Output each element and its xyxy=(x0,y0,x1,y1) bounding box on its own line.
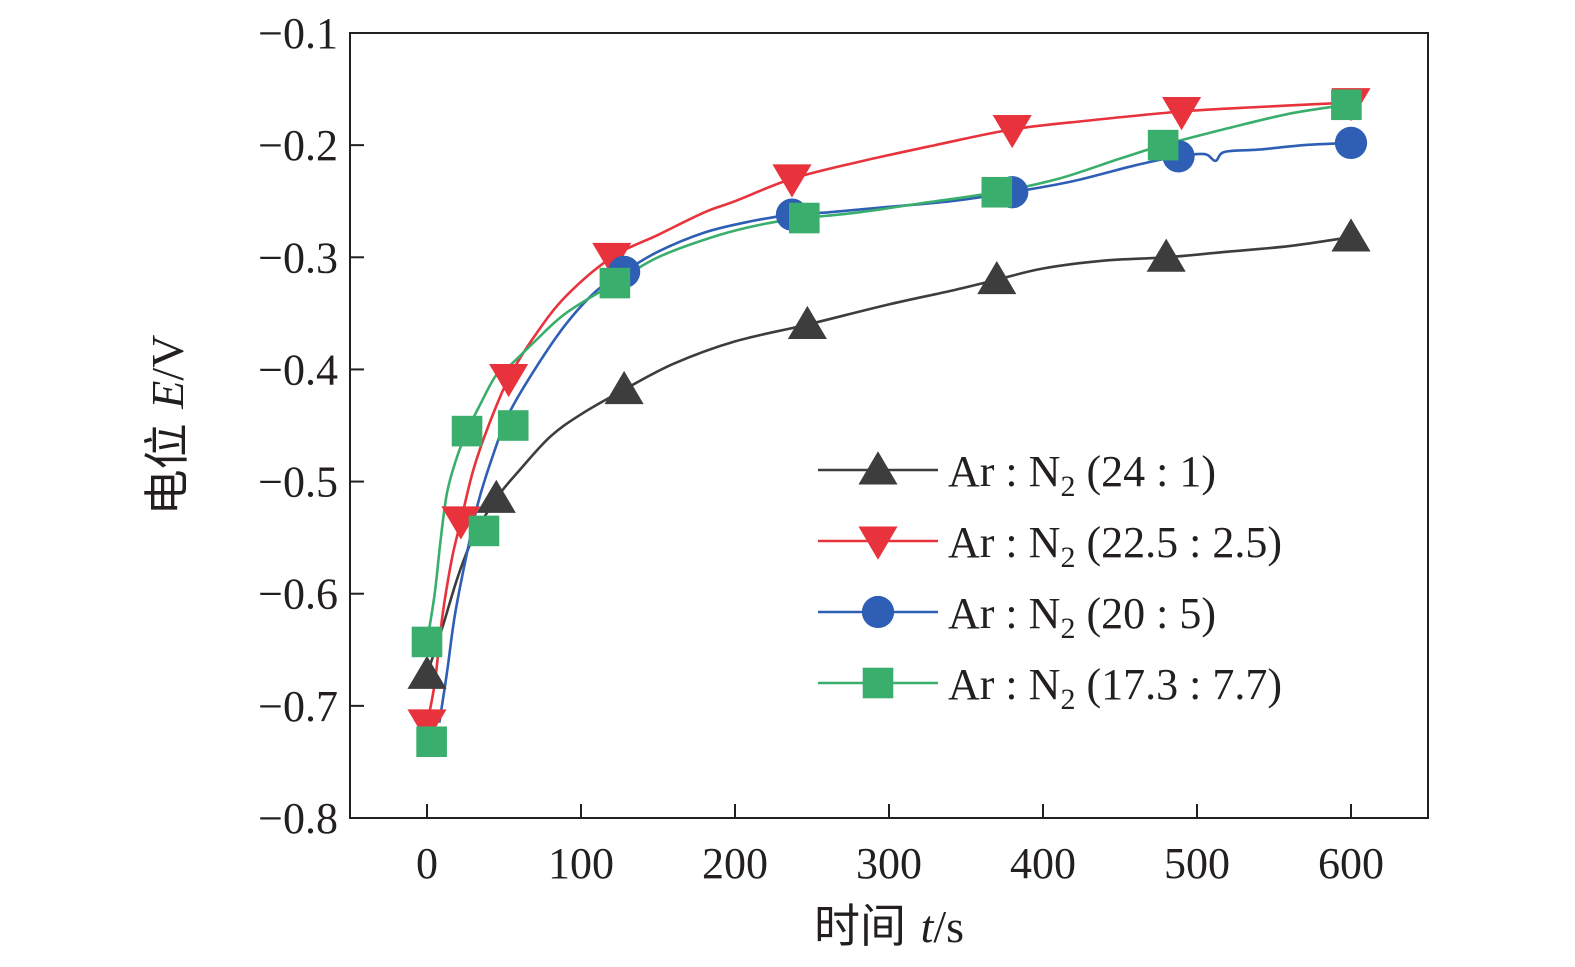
legend-marker-3 xyxy=(861,595,895,629)
series-line-2 xyxy=(425,101,1352,725)
series-1-marker xyxy=(1331,218,1371,252)
series-line-4 xyxy=(425,103,1347,643)
y-tick-label: −0.7 xyxy=(258,682,338,731)
y-axis-title: 电位 E/V xyxy=(140,335,194,516)
series-1-marker xyxy=(407,655,447,689)
series-markers xyxy=(407,88,1371,758)
series-4-marker xyxy=(981,176,1013,208)
y-tick-label: −0.1 xyxy=(258,9,338,58)
series-2-marker xyxy=(592,242,632,276)
legend-label-2: Ar : N2 (22.5 : 2.5) xyxy=(948,518,1282,574)
series-4-marker xyxy=(1331,89,1362,121)
y-tick-label: −0.8 xyxy=(258,794,338,843)
x-tick-label: 400 xyxy=(1010,839,1076,888)
legend-marker-2 xyxy=(858,526,898,560)
series-line-3 xyxy=(438,141,1352,723)
series-1-marker xyxy=(787,305,827,340)
legend-label-3: Ar : N2 (20 : 5) xyxy=(948,589,1216,645)
series-4-marker xyxy=(599,267,631,299)
x-tick-label: 300 xyxy=(856,839,922,888)
series-4-marker xyxy=(411,626,443,658)
legend-marker-1 xyxy=(858,451,898,485)
series-1-marker xyxy=(977,261,1017,295)
y-tick-label: −0.3 xyxy=(258,233,338,282)
series-1-marker xyxy=(604,370,644,405)
y-tick-label: −0.6 xyxy=(258,570,338,619)
series-3-marker xyxy=(1334,126,1368,160)
series-2-marker xyxy=(441,506,481,540)
x-tick-label: 600 xyxy=(1318,839,1384,888)
series-4-marker xyxy=(789,202,820,234)
legend-label-4: Ar : N2 (17.3 : 7.7) xyxy=(948,660,1282,716)
series-2-marker xyxy=(772,164,812,198)
series-4-marker xyxy=(497,410,529,441)
x-tick-label: 200 xyxy=(702,839,768,888)
x-tick-label: 500 xyxy=(1164,839,1230,888)
axis-ticks: 0 100 200 300 400 500 600 −0.8 −0.7 −0.6 −0.5 −0.4 −… xyxy=(258,9,1384,888)
y-tick-label: −0.5 xyxy=(258,458,338,507)
series-2-marker xyxy=(992,114,1032,149)
legend-label-1: Ar : N2 (24 : 1) xyxy=(948,447,1216,503)
x-tick-label: 0 xyxy=(416,839,438,888)
series-4-marker xyxy=(468,515,500,547)
legend-marker-4 xyxy=(862,667,894,699)
legend: Ar : N2 (24 : 1) Ar : N2 (22.5 : 2.5) Ar :… xyxy=(818,447,1282,716)
series-1-marker xyxy=(476,479,516,513)
x-axis-title: 时间 t/s xyxy=(814,899,964,953)
x-tick-label: 100 xyxy=(548,839,614,888)
series-4-marker xyxy=(451,415,483,447)
y-tick-label: −0.2 xyxy=(258,121,338,170)
series-1-marker xyxy=(1146,238,1186,272)
y-tick-label: −0.4 xyxy=(258,345,338,394)
series-4-marker xyxy=(1147,129,1179,161)
series-2-marker xyxy=(407,709,447,743)
series-4-marker xyxy=(416,726,447,758)
series-2-marker xyxy=(1162,97,1202,131)
series-2-marker xyxy=(489,363,529,398)
